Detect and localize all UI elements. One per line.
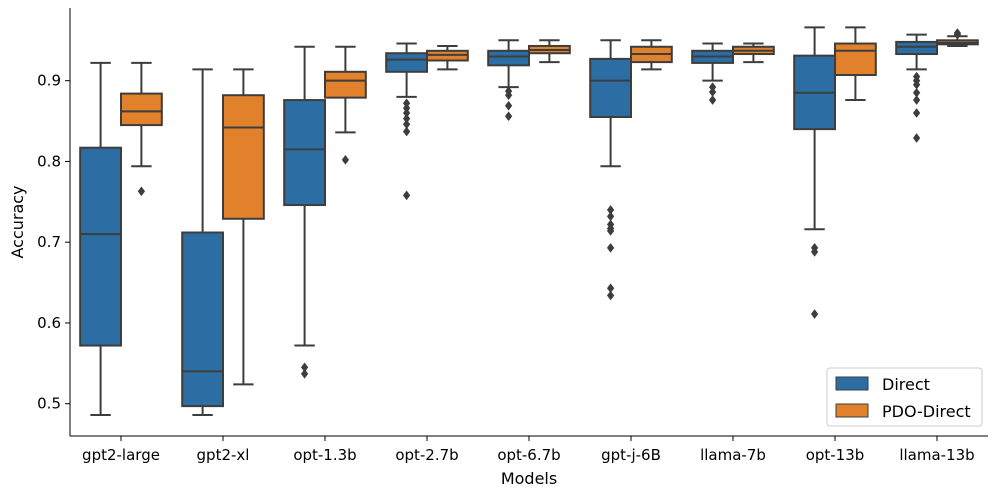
- outlier-point: [912, 108, 921, 118]
- box-iqr: [487, 49, 531, 67]
- box-direct-llama-7b: [691, 42, 735, 105]
- legend-swatch-direct: [835, 376, 869, 391]
- plot-area: [79, 26, 979, 417]
- box-pdo-direct-opt-13b: [834, 26, 877, 102]
- x-tick-label: opt-13b: [806, 446, 865, 464]
- legend-swatch-pdo-direct: [835, 403, 869, 418]
- x-tick-label: opt-1.3b: [293, 446, 356, 464]
- outlier-point: [708, 95, 717, 105]
- outlier-point: [504, 111, 513, 122]
- outlier-point: [504, 100, 513, 111]
- y-tick-label: 0.5: [37, 395, 61, 413]
- x-tick-label: llama-13b: [899, 446, 974, 464]
- x-tick-label: llama-7b: [700, 446, 766, 464]
- legend-label-pdo-direct: PDO-Direct: [882, 402, 971, 421]
- outlier-point: [953, 29, 962, 40]
- x-tick-label: gpt2-xl: [197, 446, 250, 464]
- box-iqr: [283, 99, 327, 207]
- box-iqr: [222, 94, 265, 220]
- box-direct-gpt2-xl: [181, 68, 224, 417]
- box-pdo-direct-llama-7b: [732, 42, 775, 64]
- x-axis-label: Models: [501, 469, 557, 488]
- outlier-point: [504, 90, 513, 101]
- box-iqr: [589, 57, 633, 119]
- outlier-point: [341, 154, 350, 165]
- box-pdo-direct-opt-1.3b: [324, 45, 367, 165]
- x-tick-label: opt-6.7b: [497, 446, 560, 464]
- box-direct-gpt-j-6b: [589, 39, 633, 301]
- outlier-point: [606, 225, 615, 236]
- box-pdo-direct-gpt-j-6b: [630, 39, 673, 71]
- box-iqr: [79, 146, 122, 347]
- outlier-point: [810, 246, 819, 257]
- outlier-point: [402, 126, 411, 137]
- box-direct-llama-13b: [895, 33, 939, 143]
- outlier-point: [606, 211, 615, 222]
- y-tick-label: 0.8: [37, 152, 61, 170]
- outlier-point: [300, 368, 309, 379]
- x-tick-label: gpt2-large: [82, 446, 160, 464]
- y-tick-label: 0.6: [37, 314, 61, 332]
- y-axis-label: Accuracy: [8, 185, 27, 258]
- box-iqr: [181, 231, 224, 408]
- y-ticks: 0.5 0.6 0.7 0.8 0.9: [37, 72, 70, 413]
- box-direct-opt-6.7b: [487, 39, 531, 122]
- x-tick-label: opt-2.7b: [395, 446, 458, 464]
- box-pdo-direct-opt-6.7b: [528, 39, 571, 64]
- outlier-point: [912, 133, 921, 143]
- box-direct-gpt2-large: [79, 61, 122, 417]
- x-tick-label: gpt-j-6B: [601, 446, 661, 464]
- box-pdo-direct-llama-13b: [936, 28, 979, 47]
- outlier-point: [137, 186, 146, 197]
- y-tick-label: 0.9: [37, 72, 61, 90]
- box-iqr: [120, 92, 163, 127]
- box-iqr: [834, 42, 877, 77]
- x-ticks: gpt2-large gpt2-xl opt-1.3b opt-2.7b opt-6.7…: [82, 436, 975, 464]
- outlier-point: [402, 190, 411, 201]
- box-pdo-direct-gpt2-xl: [222, 68, 265, 386]
- box-pdo-direct-gpt2-large: [120, 61, 163, 197]
- box-iqr: [895, 40, 939, 56]
- box-pdo-direct-opt-2.7b: [426, 44, 469, 71]
- box-direct-opt-2.7b: [385, 42, 429, 201]
- outlier-point: [606, 242, 615, 253]
- box-iqr: [385, 52, 429, 73]
- legend-label-direct: Direct: [882, 375, 930, 394]
- legend: Direct PDO-Direct: [826, 367, 983, 427]
- box-direct-opt-1.3b: [283, 45, 327, 379]
- box-iqr: [324, 70, 367, 99]
- outlier-point: [810, 309, 819, 319]
- outlier-point: [606, 290, 615, 301]
- box-direct-opt-13b: [793, 26, 837, 319]
- outlier-point: [912, 95, 921, 105]
- y-tick-label: 0.7: [37, 233, 61, 251]
